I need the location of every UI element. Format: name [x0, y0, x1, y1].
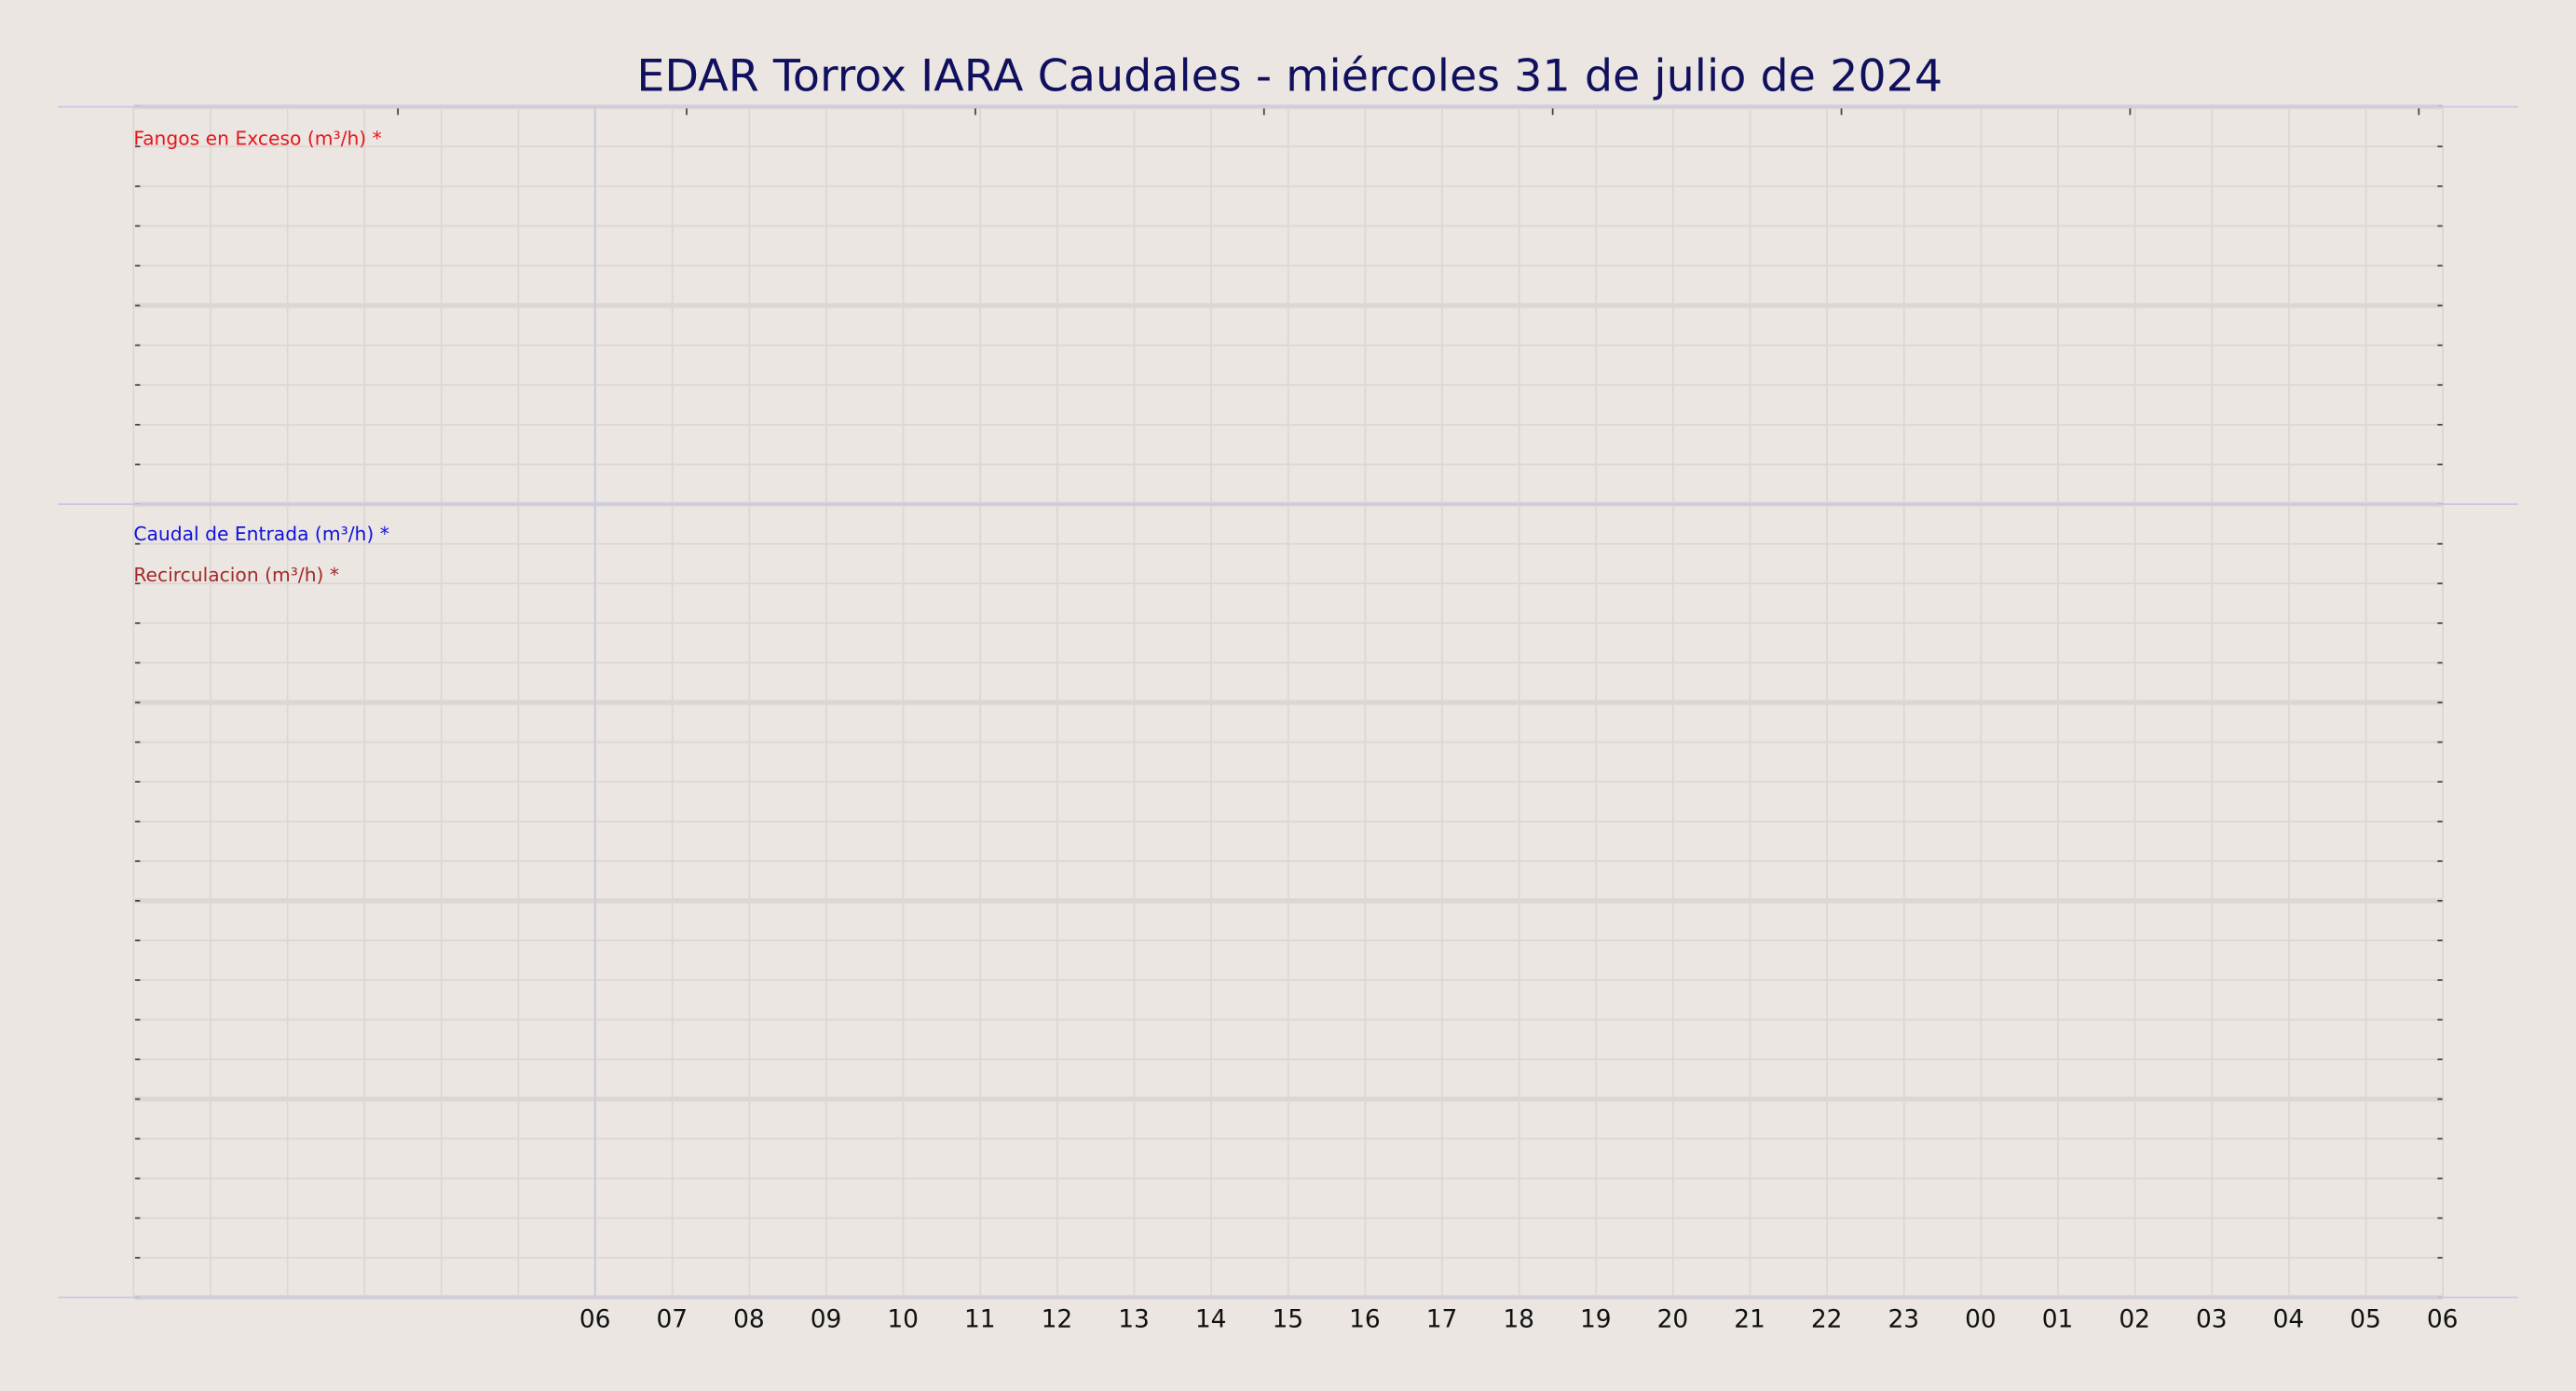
x-tick-label: 17 [1426, 1305, 1458, 1334]
x-tick-label: 14 [1195, 1305, 1227, 1334]
x-tick-label: 01 [2042, 1305, 2074, 1334]
x-tick-label: 20 [1657, 1305, 1689, 1334]
x-tick-label: 21 [1734, 1305, 1765, 1334]
x-tick-label: 11 [964, 1305, 996, 1334]
x-tick-label: 09 [811, 1305, 842, 1334]
x-tick-label: 12 [1042, 1305, 1073, 1334]
x-tick-label: 06 [579, 1305, 611, 1334]
chart-title: EDAR Torrox IARA Caudales - miércoles 31… [636, 51, 1942, 102]
x-tick-label: 10 [887, 1305, 919, 1334]
x-tick-label: 22 [1811, 1305, 1843, 1334]
x-tick-label: 19 [1580, 1305, 1612, 1334]
legend-label: Caudal de Entrada (m³/h) * [133, 523, 389, 545]
x-tick-label: 13 [1118, 1305, 1150, 1334]
x-tick-label: 23 [1888, 1305, 1919, 1334]
x-tick-label: 04 [2273, 1305, 2305, 1334]
x-tick-label: 07 [656, 1305, 688, 1334]
x-tick-label: 18 [1503, 1305, 1534, 1334]
x-tick-label: 03 [2196, 1305, 2228, 1334]
legend-label: Fangos en Exceso (m³/h) * [133, 127, 381, 149]
x-tick-label: 06 [2427, 1305, 2459, 1334]
x-tick-label: 00 [1965, 1305, 1997, 1334]
x-tick-label: 02 [2119, 1305, 2150, 1334]
x-tick-label: 15 [1272, 1305, 1303, 1334]
x-tick-label: 16 [1349, 1305, 1381, 1334]
x-tick-label: 08 [733, 1305, 765, 1334]
grid [58, 103, 2518, 1301]
x-tick-label: 05 [2350, 1305, 2381, 1334]
legend-label: Recirculacion (m³/h) * [133, 564, 339, 586]
